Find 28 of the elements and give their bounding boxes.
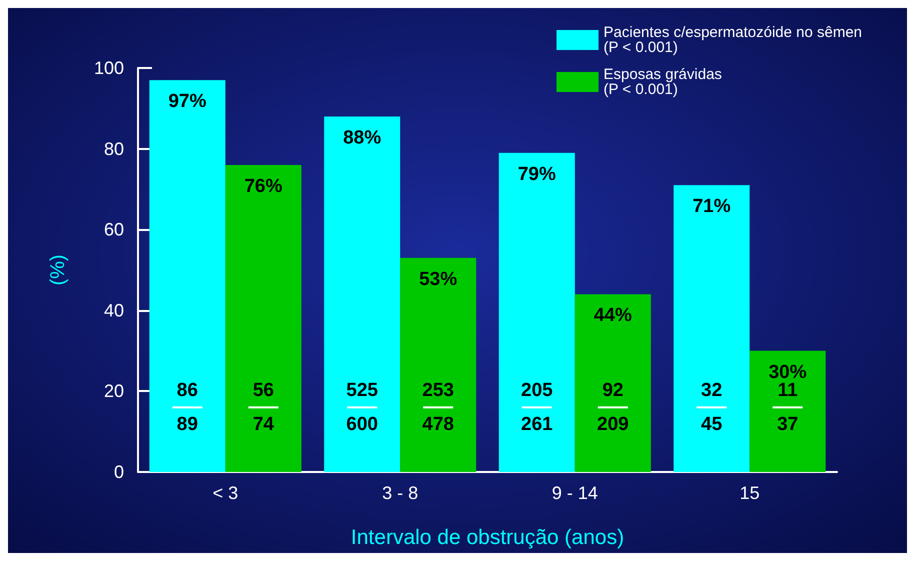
annotation: 56 74 <box>252 380 274 435</box>
y-tick-label: 40 <box>104 300 124 320</box>
annotation: 205 261 <box>521 380 554 435</box>
annotation: 32 45 <box>701 380 723 435</box>
x-tick-label: 3 - 8 <box>382 483 418 503</box>
data-label: 97% <box>168 91 206 112</box>
legend-label: Pacientes c/espermatozóide no sêmen (P < 0.001) <box>604 24 862 56</box>
annotation: 92 209 <box>597 380 629 435</box>
x-tick-label: 9 - 14 <box>552 483 598 503</box>
data-label: 76% <box>244 176 282 197</box>
annotation: 86 89 <box>176 380 198 435</box>
y-tick-label: 0 <box>114 462 124 482</box>
y-tick-label: 100 <box>94 58 124 78</box>
y-tick-label: 20 <box>104 381 124 402</box>
data-label: 44% <box>594 305 632 326</box>
x-axis-title: Intervalo de obstrução (anos) <box>350 526 624 549</box>
y-axis-title: (%) <box>47 254 69 286</box>
annotation: 253 478 <box>422 380 454 435</box>
y-tick-label: 60 <box>104 220 124 240</box>
data-label: 79% <box>518 164 556 185</box>
y-tick-label: 80 <box>104 138 124 159</box>
x-tick-label: 15 <box>740 483 760 503</box>
annotation: 525 600 <box>346 380 378 435</box>
x-tick-label: < 3 <box>212 483 238 503</box>
data-label: 71% <box>692 196 731 218</box>
data-label: 53% <box>419 268 458 290</box>
data-label: 88% <box>343 127 382 148</box>
legend-label: Esposas grávidas (P < 0.001) <box>604 66 722 98</box>
